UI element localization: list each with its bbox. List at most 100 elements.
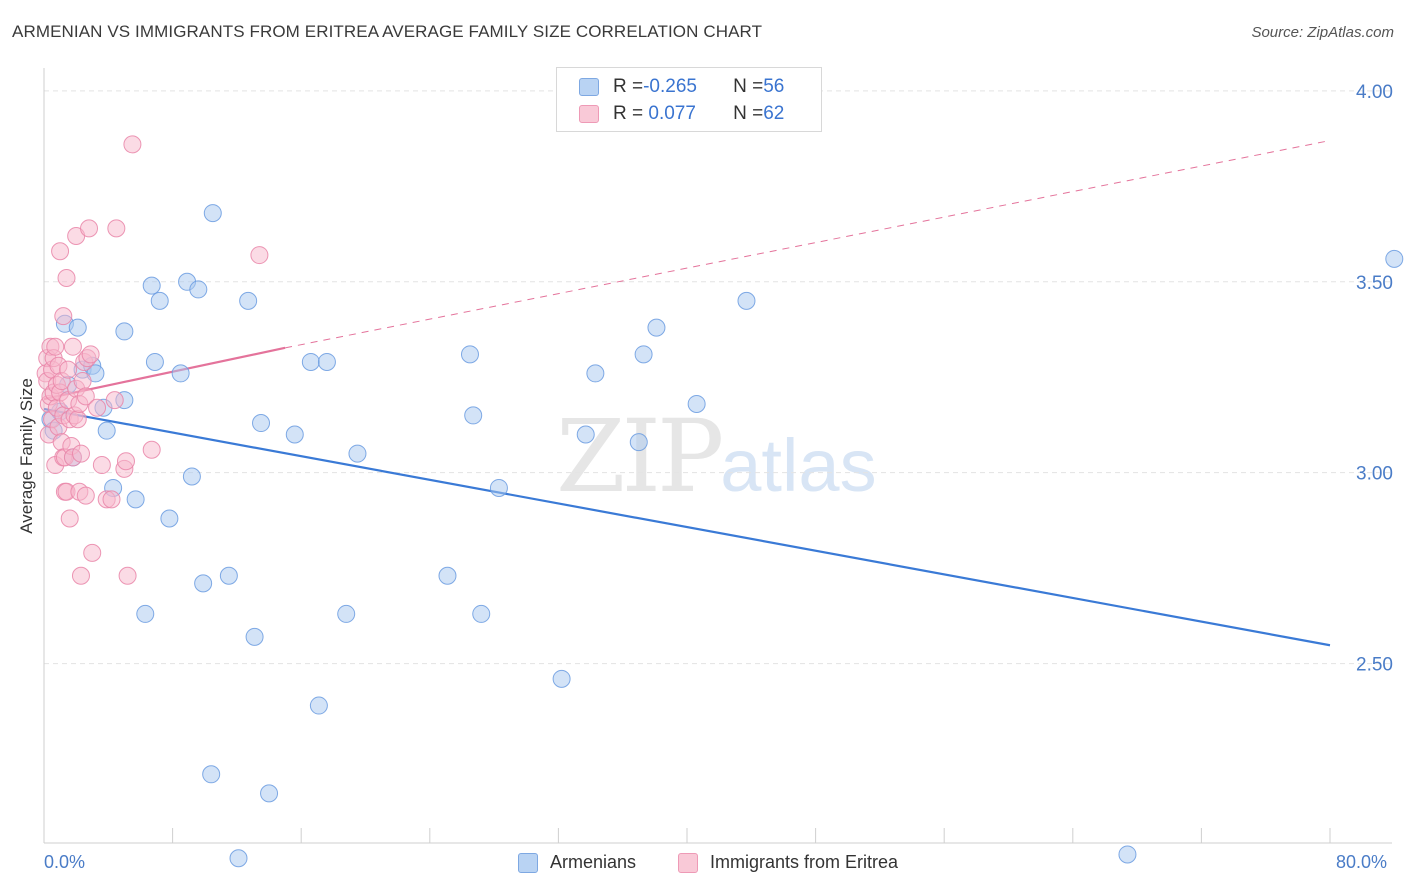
x-tick-min: 0.0% — [44, 852, 86, 872]
legend-n-value: 56 — [763, 76, 785, 97]
armenians-point — [239, 291, 258, 310]
watermark-atlas: atlas — [720, 424, 877, 507]
armenians-points — [41, 204, 1404, 868]
y-tick-labels: 2.50 3.00 3.50 4.00 — [1356, 82, 1393, 676]
eritrea-point — [54, 307, 73, 326]
eritrea-point — [76, 486, 95, 505]
armenians-point — [629, 433, 648, 452]
eritrea-points — [36, 135, 269, 585]
eritrea-point — [80, 219, 99, 238]
legend-row-armenians: R = -0.265 N = 56 — [579, 74, 784, 100]
eritrea-point — [250, 246, 269, 265]
eritrea-point — [123, 135, 142, 154]
armenians-point — [97, 421, 116, 440]
eritrea-point — [83, 543, 102, 562]
armenians-point — [126, 490, 145, 509]
armenians-point — [1118, 845, 1137, 864]
legend-n-value: 62 — [763, 103, 785, 124]
armenians-point — [285, 425, 304, 444]
armenians-point — [317, 352, 336, 371]
armenians-point — [464, 406, 483, 425]
eritrea-point — [105, 391, 124, 410]
armenians-point — [219, 566, 238, 585]
series-swatch-eritrea — [678, 852, 698, 873]
armenians-point — [647, 318, 666, 337]
eritrea-point — [116, 452, 135, 471]
eritrea-point — [118, 566, 137, 585]
armenians-point — [576, 425, 595, 444]
armenians-point — [337, 604, 356, 623]
trend-lines — [43, 140, 1331, 647]
armenians-point — [301, 352, 320, 371]
armenians-point — [160, 509, 179, 528]
armenians-point — [203, 204, 222, 223]
eritrea-point — [76, 387, 95, 406]
armenians-point — [136, 604, 155, 623]
legend-swatch-eritrea — [579, 105, 599, 123]
armenians-point — [245, 627, 264, 646]
legend-n-label: N = — [733, 76, 764, 97]
legend-n-label: N = — [733, 103, 764, 124]
grid-lines — [44, 90, 1392, 665]
axes — [43, 68, 1392, 844]
eritrea-point — [68, 410, 87, 429]
watermark-zip: ZIP — [556, 398, 724, 515]
legend-r-label: R = — [613, 76, 644, 97]
y-tick-label: 3.00 — [1356, 464, 1393, 485]
armenians-point — [472, 604, 491, 623]
eritrea-point — [57, 268, 76, 287]
eritrea-point — [63, 337, 82, 356]
series-legend-eritrea[interactable]: Immigrants from Eritrea — [678, 852, 898, 873]
armenians-point — [687, 394, 706, 413]
eritrea-point — [51, 242, 70, 261]
armenians-point — [142, 276, 161, 295]
armenians-point — [438, 566, 457, 585]
legend-swatch-armenians — [579, 78, 599, 96]
legend-r-value: -0.265 — [643, 76, 697, 97]
legend-r-value: 0.077 — [643, 103, 696, 124]
armenians-point — [189, 280, 208, 299]
eritrea-point — [60, 509, 79, 528]
armenians-point — [586, 364, 605, 383]
y-tick-label: 2.50 — [1356, 655, 1393, 676]
source-credit: Source: ZipAtlas.com — [1251, 24, 1394, 41]
trend-line — [285, 140, 1331, 349]
stats-legend: R = -0.265 N = 56 R = 0.077 N = 62 — [556, 67, 822, 132]
armenians-point — [737, 291, 756, 310]
series-legend-armenians[interactable]: Armenians — [518, 852, 636, 873]
armenians-point — [252, 414, 271, 433]
armenians-point — [348, 444, 367, 463]
armenians-point — [194, 574, 213, 593]
armenians-point — [460, 345, 479, 364]
armenians-point — [552, 669, 571, 688]
legend-row-eritrea: R = 0.077 N = 62 — [579, 101, 784, 127]
armenians-point — [309, 696, 328, 715]
eritrea-point — [71, 566, 90, 585]
series-swatch-armenians — [518, 852, 538, 873]
armenians-point — [150, 291, 169, 310]
armenians-point — [145, 352, 164, 371]
armenians-point — [260, 784, 279, 803]
eritrea-point — [71, 444, 90, 463]
series-legend: Armenians Immigrants from Eritrea — [0, 852, 1406, 878]
eritrea-point — [59, 360, 78, 379]
x-tick-max: 80.0% — [1336, 852, 1388, 872]
watermark: ZIPatlas — [556, 398, 877, 515]
armenians-point — [68, 318, 87, 337]
armenians-point — [489, 478, 508, 497]
eritrea-point — [73, 372, 92, 391]
armenians-point — [634, 345, 653, 364]
y-tick-label: 3.50 — [1356, 273, 1393, 294]
eritrea-point — [81, 345, 100, 364]
legend-r-label: R = — [613, 103, 644, 124]
armenians-point — [115, 322, 134, 341]
eritrea-point — [102, 490, 121, 509]
series-label-armenians: Armenians — [550, 852, 637, 872]
armenians-point — [1385, 249, 1404, 268]
eritrea-point — [92, 456, 111, 475]
armenians-point — [171, 364, 190, 383]
eritrea-point — [88, 398, 107, 417]
eritrea-point — [107, 219, 126, 238]
series-label-eritrea: Immigrants from Eritrea — [710, 852, 899, 872]
armenians-point — [182, 467, 201, 486]
